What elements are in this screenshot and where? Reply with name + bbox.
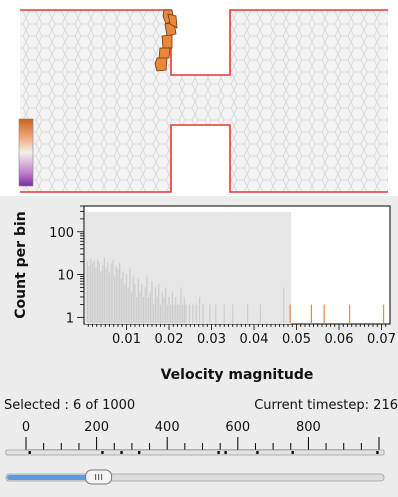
velocity-histogram[interactable]: 0.01 0.02 0.03 0.04 0.05 0.06 0.07 1 10 100 Velo… — [0, 198, 398, 388]
histogram-chart[interactable]: 0.01 0.02 0.03 0.04 0.05 0.06 0.07 1 10 100 Velo… — [0, 198, 398, 388]
timestep-value: 216 — [373, 398, 398, 413]
timeline-marker[interactable] — [291, 451, 294, 454]
x-tick-label: 0.04 — [240, 332, 269, 347]
timeline-tick-label: 0 — [22, 420, 30, 435]
slider-fill — [7, 475, 87, 480]
x-tick-label: 0.07 — [367, 332, 396, 347]
x-tick-label: 0.05 — [282, 332, 311, 347]
timeline[interactable]: 0 200 400 600 800 — [0, 416, 398, 493]
channel-walls — [20, 9, 388, 193]
color-scale-bar — [18, 118, 34, 187]
grip-icon — [95, 474, 103, 480]
timestep-label: Current timestep: — [254, 398, 370, 413]
timeline-tick-label: 400 — [155, 420, 180, 435]
y-axis-label: Count per bin — [13, 211, 29, 318]
x-tick-label: 0.02 — [155, 332, 184, 347]
timeline-marker[interactable] — [376, 451, 379, 454]
timeline-tick-label: 200 — [84, 420, 109, 435]
selected-particle[interactable] — [158, 47, 171, 59]
x-tick-label: 0.01 — [112, 332, 141, 347]
y-tick-label: 1 — [66, 311, 74, 326]
y-tick-label: 10 — [57, 269, 74, 284]
x-axis-label: Velocity magnitude — [161, 367, 314, 383]
timeline-tick-label: 600 — [225, 420, 250, 435]
timeline-tick-label: 800 — [296, 420, 321, 435]
selected-particles[interactable] — [154, 9, 178, 72]
timeline-ruler[interactable]: 0 200 400 600 800 — [0, 416, 398, 493]
fluid-domain — [20, 10, 388, 192]
timeline-marker[interactable] — [256, 451, 259, 454]
selected-particle[interactable] — [161, 34, 173, 49]
timeline-track[interactable] — [5, 449, 385, 456]
simulation-view[interactable] — [0, 0, 398, 196]
y-tick-label: 100 — [49, 226, 74, 241]
timestep-readout: Current timestep: 216 — [254, 398, 398, 413]
x-tick-label: 0.03 — [197, 332, 226, 347]
x-tick-label: 0.06 — [325, 332, 354, 347]
timeline-marker[interactable] — [101, 451, 104, 454]
selected-particle[interactable] — [154, 57, 168, 72]
simulation-canvas[interactable] — [0, 0, 398, 196]
selected-count: Selected : 6 of 1000 — [4, 398, 136, 413]
timeline-marker[interactable] — [28, 451, 31, 454]
timeline-marker[interactable] — [224, 451, 227, 454]
status-row: Selected : 6 of 1000 Current timestep: 2… — [0, 396, 398, 416]
selected-particle[interactable] — [167, 13, 178, 29]
timeline-marker[interactable] — [120, 451, 123, 454]
timeline-marker[interactable] — [137, 451, 141, 454]
slider-thumb[interactable] — [85, 469, 113, 485]
timeline-marker[interactable] — [217, 451, 220, 454]
